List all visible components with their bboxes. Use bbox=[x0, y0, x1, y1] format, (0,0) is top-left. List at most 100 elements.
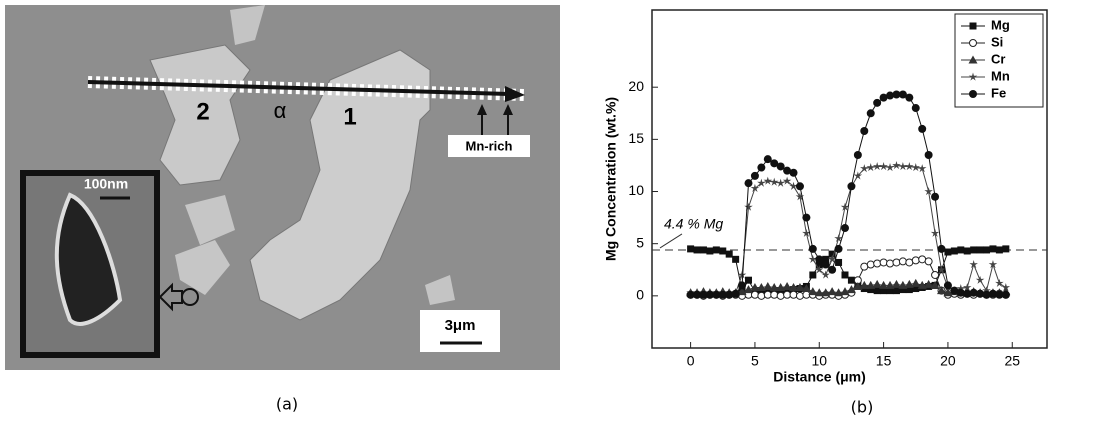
point bbox=[924, 279, 934, 288]
point bbox=[879, 93, 888, 102]
point bbox=[840, 287, 850, 296]
caption: (a) bbox=[276, 395, 298, 414]
point bbox=[737, 270, 747, 279]
point bbox=[847, 182, 856, 191]
point bbox=[821, 288, 831, 297]
point bbox=[873, 98, 882, 107]
point bbox=[904, 279, 914, 288]
point bbox=[834, 233, 843, 243]
point bbox=[795, 291, 804, 300]
point bbox=[898, 161, 908, 171]
point bbox=[995, 278, 1004, 287]
point bbox=[866, 280, 876, 289]
point bbox=[912, 285, 920, 293]
line-chart: 0 5 10 15 20 0 5 10 15 20 25 Distance (μm) Mg Concen… bbox=[603, 9, 1048, 385]
y-tick-label: 20 bbox=[628, 78, 644, 94]
point bbox=[911, 278, 921, 287]
point bbox=[795, 182, 804, 191]
point bbox=[905, 161, 914, 171]
point bbox=[732, 255, 740, 263]
point bbox=[867, 286, 875, 294]
point bbox=[930, 228, 940, 237]
point bbox=[859, 280, 869, 289]
point bbox=[750, 183, 760, 193]
point bbox=[705, 290, 714, 299]
x-tick-label: 5 bbox=[751, 353, 759, 369]
point bbox=[821, 270, 830, 279]
point bbox=[905, 286, 913, 294]
point bbox=[795, 192, 805, 201]
point bbox=[866, 163, 876, 172]
point bbox=[880, 287, 888, 295]
reference-label: 4.4 % Mg bbox=[664, 216, 723, 232]
point bbox=[924, 151, 933, 160]
point bbox=[969, 288, 978, 297]
point bbox=[873, 287, 881, 295]
point bbox=[712, 246, 720, 254]
point bbox=[744, 276, 752, 284]
point bbox=[885, 163, 895, 172]
mn-rich-label: Mn-rich bbox=[466, 138, 513, 153]
y-tick-label: 5 bbox=[636, 234, 644, 250]
point bbox=[789, 282, 799, 291]
point bbox=[744, 179, 753, 188]
point bbox=[847, 276, 855, 284]
point bbox=[962, 282, 972, 292]
point bbox=[983, 246, 991, 254]
point bbox=[834, 244, 843, 253]
point bbox=[737, 287, 747, 296]
point bbox=[757, 178, 766, 187]
point bbox=[846, 285, 856, 294]
point bbox=[769, 177, 779, 186]
legend-label: Mg bbox=[991, 17, 1010, 32]
x-tick-label: 15 bbox=[876, 353, 892, 369]
reference-pointer bbox=[659, 233, 683, 249]
point bbox=[815, 261, 823, 269]
point bbox=[930, 280, 940, 289]
point bbox=[911, 256, 920, 265]
point bbox=[776, 178, 785, 187]
point bbox=[931, 192, 940, 201]
inset-scale-label: 100nm bbox=[84, 176, 128, 192]
point bbox=[706, 247, 714, 255]
point bbox=[834, 288, 844, 297]
point bbox=[693, 290, 702, 299]
point bbox=[885, 280, 895, 289]
point bbox=[963, 289, 972, 298]
point bbox=[937, 244, 946, 253]
point bbox=[822, 255, 830, 263]
point bbox=[712, 290, 721, 299]
point bbox=[950, 247, 958, 255]
point bbox=[809, 271, 817, 279]
x-tick-label: 10 bbox=[811, 353, 827, 369]
point bbox=[872, 279, 882, 288]
point bbox=[719, 247, 727, 255]
legend-label: Si bbox=[991, 34, 1003, 49]
point bbox=[841, 271, 849, 279]
point bbox=[995, 290, 1004, 299]
point bbox=[970, 246, 978, 254]
point bbox=[917, 164, 927, 173]
point bbox=[776, 282, 786, 291]
point bbox=[827, 254, 837, 263]
point bbox=[789, 168, 798, 177]
point bbox=[815, 255, 824, 264]
point bbox=[1002, 245, 1010, 253]
phase-label: 2 bbox=[196, 98, 209, 125]
point bbox=[872, 161, 882, 171]
legend-label: Fe bbox=[991, 85, 1006, 100]
point bbox=[827, 287, 837, 296]
point bbox=[860, 127, 869, 136]
point bbox=[911, 104, 920, 113]
point bbox=[763, 155, 772, 164]
point bbox=[808, 254, 818, 263]
point bbox=[918, 124, 927, 133]
x-axis-label: Distance (μm) bbox=[773, 369, 866, 385]
x-tick-label: 0 bbox=[687, 353, 695, 369]
point bbox=[763, 176, 773, 185]
y-tick-label: 15 bbox=[628, 130, 644, 146]
point bbox=[699, 290, 708, 299]
legend-marker bbox=[969, 90, 977, 98]
y-tick-label: 10 bbox=[628, 182, 644, 198]
point bbox=[995, 246, 1003, 254]
